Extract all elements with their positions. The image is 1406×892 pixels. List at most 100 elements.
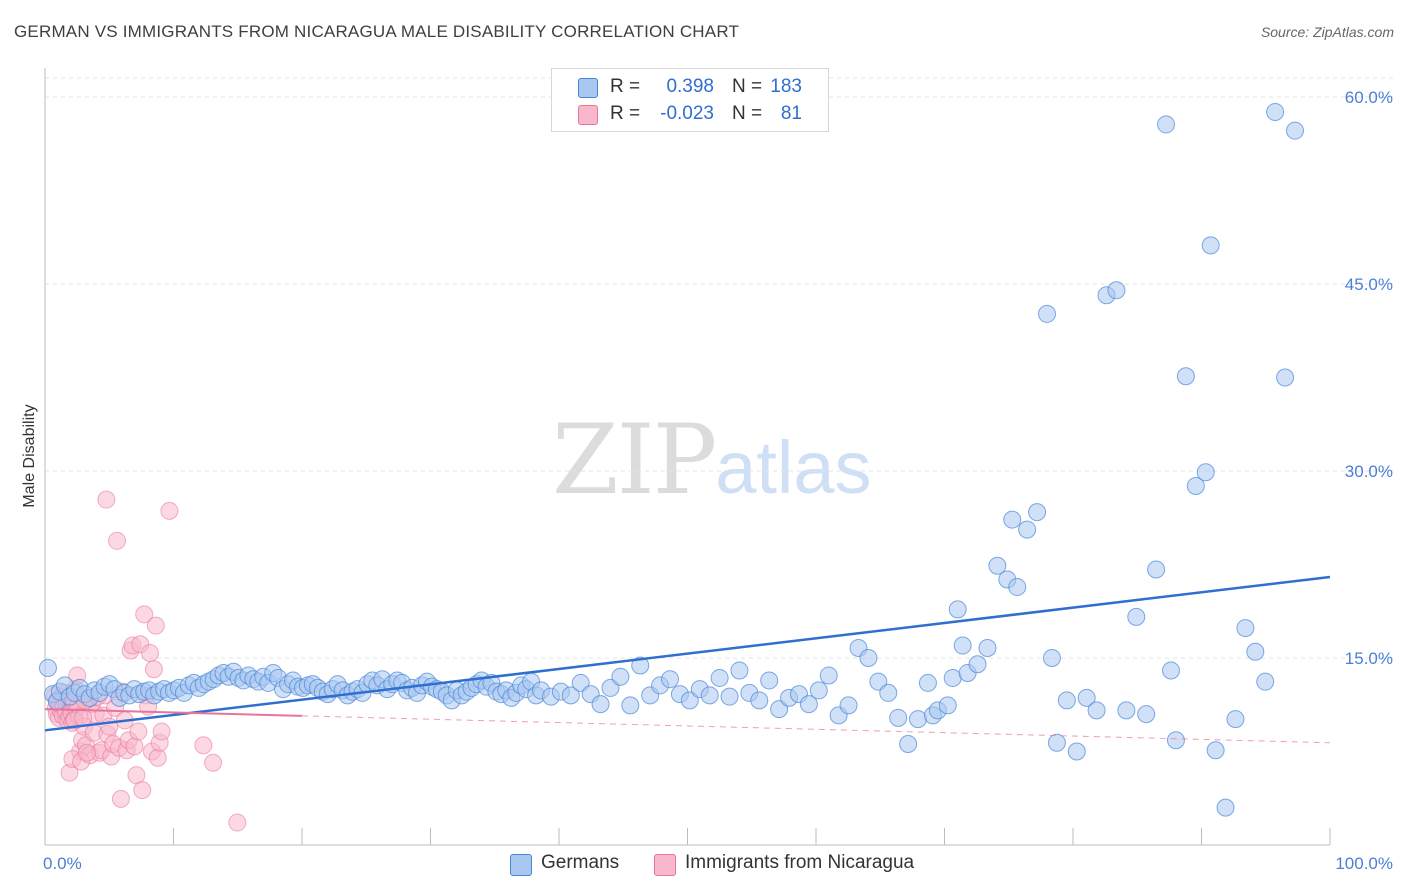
y-axis-title: Male Disability (21, 404, 38, 507)
nicaragua-point (97, 490, 116, 509)
germans-point (1186, 476, 1205, 495)
nicaragua-point (146, 616, 165, 635)
y-tick-label: 60.0% (1345, 88, 1393, 107)
germans-point (591, 695, 610, 714)
nicaragua-point (160, 501, 179, 520)
legend-r-value: 0.398 (666, 76, 714, 97)
germans-point (1067, 742, 1086, 761)
watermark: ZIPatlas (552, 404, 872, 516)
germans-point (1047, 733, 1066, 752)
germans-point (809, 681, 828, 700)
germans-point (1018, 520, 1037, 539)
germans-point (661, 670, 679, 689)
germans-point (1256, 672, 1275, 691)
legend-r-label: R = (610, 103, 641, 124)
watermark-zip: ZIP (552, 404, 717, 516)
germans-point (799, 695, 818, 714)
nicaragua-point (133, 781, 152, 800)
germans-point (988, 556, 1007, 575)
germans-point (819, 666, 838, 685)
germans-point (918, 673, 937, 692)
germans-point (710, 668, 729, 687)
germans-point (859, 649, 878, 667)
germans-point (1077, 688, 1096, 707)
nicaragua-trendline-dashed (301, 715, 1331, 744)
nicaragua-point (125, 737, 144, 756)
series-label-nicaragua: Immigrants from Nicaragua (685, 852, 915, 873)
germans-trendline (44, 575, 1331, 732)
correlation-legend: R = 0.398 N = 183 R = -0.023 N = 81 (551, 68, 829, 132)
legend-row-germans: R = 0.398 N = 183 (552, 75, 828, 101)
germans-point (968, 655, 987, 674)
series-legend: Germans Immigrants from Nicaragua (0, 852, 1406, 878)
germans-point (1226, 710, 1245, 729)
germans-point (899, 735, 918, 754)
germans-point (1057, 691, 1076, 710)
legend-n-label: N = (732, 103, 763, 124)
nicaragua-trendline-solid (44, 708, 303, 717)
germans-point (1266, 102, 1285, 121)
legend-r-label: R = (610, 76, 641, 97)
legend-row-nicaragua: R = -0.023 N = 81 (552, 102, 828, 128)
germans-point (1028, 503, 1047, 522)
germans-point (1107, 281, 1126, 300)
germans-point (1042, 649, 1061, 667)
germans-point (700, 686, 719, 705)
x-tick-label-max: 100.0% (1335, 854, 1393, 873)
germans-point (839, 696, 858, 715)
series-swatch-nicaragua (654, 854, 676, 876)
nicaragua-point (141, 644, 159, 663)
series-swatch-germans (510, 854, 532, 876)
legend-n-value: 81 (780, 103, 802, 124)
nicaragua-point (108, 531, 127, 550)
nicaragua-point (129, 722, 148, 741)
germans-point (953, 636, 972, 655)
germans-point (978, 639, 997, 658)
nicaragua-point (127, 766, 146, 785)
germans-point (1276, 368, 1295, 387)
germans-point (1161, 661, 1180, 680)
germans-point (909, 710, 928, 729)
nicaragua-point (228, 813, 247, 832)
legend-r-value: -0.023 (660, 103, 714, 124)
germans-point (1117, 701, 1136, 720)
germans-point (611, 667, 630, 686)
nicaragua-point (74, 708, 93, 727)
nicaragua-point (135, 605, 154, 624)
germans-point (1087, 701, 1106, 720)
germans-point (879, 683, 898, 702)
germans-point (1157, 115, 1176, 134)
legend-swatch-germans (578, 78, 598, 98)
germans-point (1246, 642, 1265, 661)
germans-point (38, 658, 57, 677)
series-label-germans: Germans (541, 852, 620, 873)
germans-point (889, 708, 908, 727)
germans-point (750, 691, 769, 710)
nicaragua-point (111, 789, 130, 808)
nicaragua-point (77, 743, 96, 762)
germans-point (1286, 121, 1304, 140)
germans-point (1137, 705, 1156, 724)
nicaragua-point (100, 717, 119, 736)
germans-point (1127, 607, 1146, 626)
watermark-atlas: atlas (715, 426, 872, 509)
legend-swatch-nicaragua (578, 105, 598, 125)
germans-point (1003, 510, 1022, 529)
y-tick-label: 45.0% (1345, 275, 1393, 294)
germans-point (1008, 577, 1027, 596)
x-tick-label-min: 0.0% (43, 854, 82, 873)
nicaragua-point (144, 660, 163, 679)
germans-point (948, 600, 967, 619)
germans-point (720, 687, 739, 706)
source-label: Source: ZipAtlas.com (1260, 24, 1394, 40)
germans-point (760, 671, 779, 690)
nicaragua-point (194, 736, 213, 755)
germans-point (561, 686, 580, 705)
y-tick-label: 15.0% (1345, 649, 1393, 668)
germans-point (621, 696, 640, 715)
nicaragua-point (148, 748, 167, 767)
germans-point (1037, 304, 1056, 323)
germans-point (1176, 367, 1195, 386)
germans-point (1201, 236, 1220, 255)
